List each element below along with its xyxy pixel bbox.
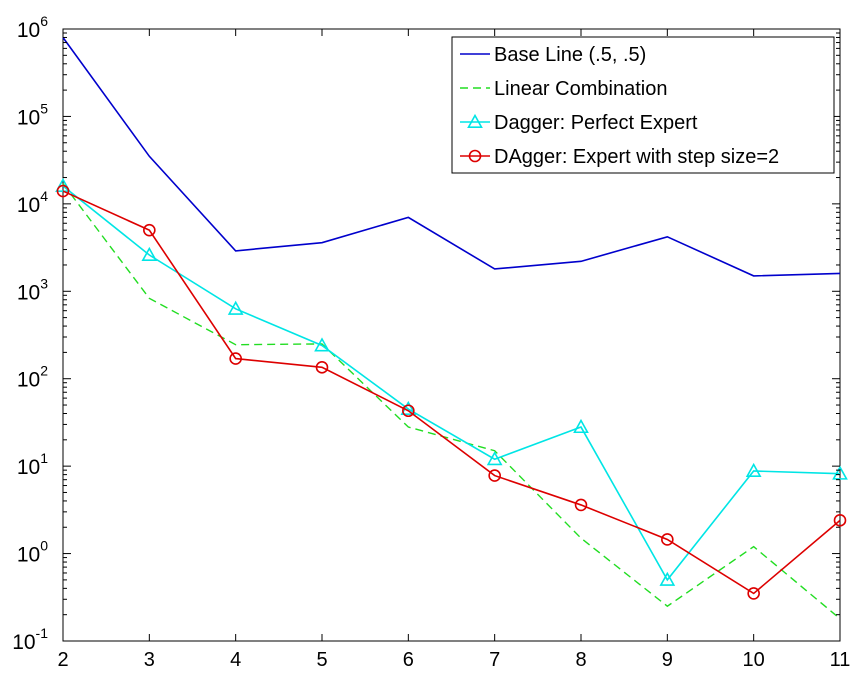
x-tick-label: 7: [489, 649, 500, 671]
data-point: [832, 465, 848, 480]
series-3: [56, 184, 847, 600]
legend-item: Linear Combination: [460, 78, 667, 100]
x-tick-label: 2: [57, 649, 68, 671]
axis-layer: 2 3 4 5 6 7 8 9 10 11 10-1 100 101 102 103 104 105 106: [12, 13, 850, 671]
data-point: [833, 514, 847, 527]
legend-item: DAgger: Expert with step size=2: [460, 146, 779, 168]
y-tick-label: 100: [17, 538, 48, 567]
legend-marker: [468, 149, 482, 163]
legend-item: Dagger: Perfect Expert: [460, 112, 698, 134]
series-line: [62, 183, 841, 620]
x-tick-label: 9: [662, 649, 673, 671]
y-tick-label: 106: [17, 13, 48, 42]
legend-box: [451, 36, 835, 174]
data-point: [747, 587, 760, 600]
legend-label: Base Line (.5, .5): [494, 44, 646, 66]
data-point: [229, 352, 242, 365]
x-tick-label: 8: [575, 649, 586, 671]
data-point: [56, 184, 70, 198]
y-tick-label: 102: [17, 363, 48, 392]
y-tick-label: 103: [17, 275, 48, 304]
legend-label: Linear Combination: [494, 78, 667, 100]
x-tick-label: 4: [230, 649, 241, 671]
data-point: [143, 223, 156, 237]
data-point: [227, 300, 244, 315]
legend-marker: [467, 113, 483, 128]
y-tick-label: 104: [17, 188, 48, 217]
data-point: [661, 533, 674, 546]
y-tick-label: 101: [17, 450, 48, 479]
x-tick-label: 3: [144, 649, 155, 671]
data-point: [315, 361, 329, 374]
data-point: [574, 498, 588, 512]
data-point: [486, 451, 503, 466]
series-layer: [55, 37, 848, 620]
series-0: [62, 37, 841, 277]
legend: Base Line (.5, .5) Linear Combination Dagg…: [451, 36, 835, 174]
series-line: [62, 185, 841, 582]
data-point: [402, 404, 415, 418]
data-point: [314, 337, 330, 352]
data-point: [745, 462, 762, 477]
x-tick-label: 11: [830, 649, 851, 671]
data-point: [659, 571, 676, 586]
series-1: [62, 183, 841, 620]
y-tick-label: 10-1: [12, 625, 48, 654]
data-point: [488, 469, 501, 482]
data-point: [573, 418, 589, 434]
series-line: [62, 190, 841, 595]
y-tick-label: 105: [17, 100, 48, 129]
legend-label: Dagger: Perfect Expert: [494, 112, 698, 134]
legend-item: Base Line (.5, .5): [460, 44, 646, 66]
legend-label: DAgger: Expert with step size=2: [494, 146, 779, 168]
series-2: [55, 177, 848, 586]
x-tick-label: 6: [403, 649, 414, 671]
x-tick-label: 10: [743, 649, 765, 671]
series-line: [62, 37, 841, 277]
data-point: [141, 246, 158, 262]
x-tick-label: 5: [316, 649, 327, 671]
